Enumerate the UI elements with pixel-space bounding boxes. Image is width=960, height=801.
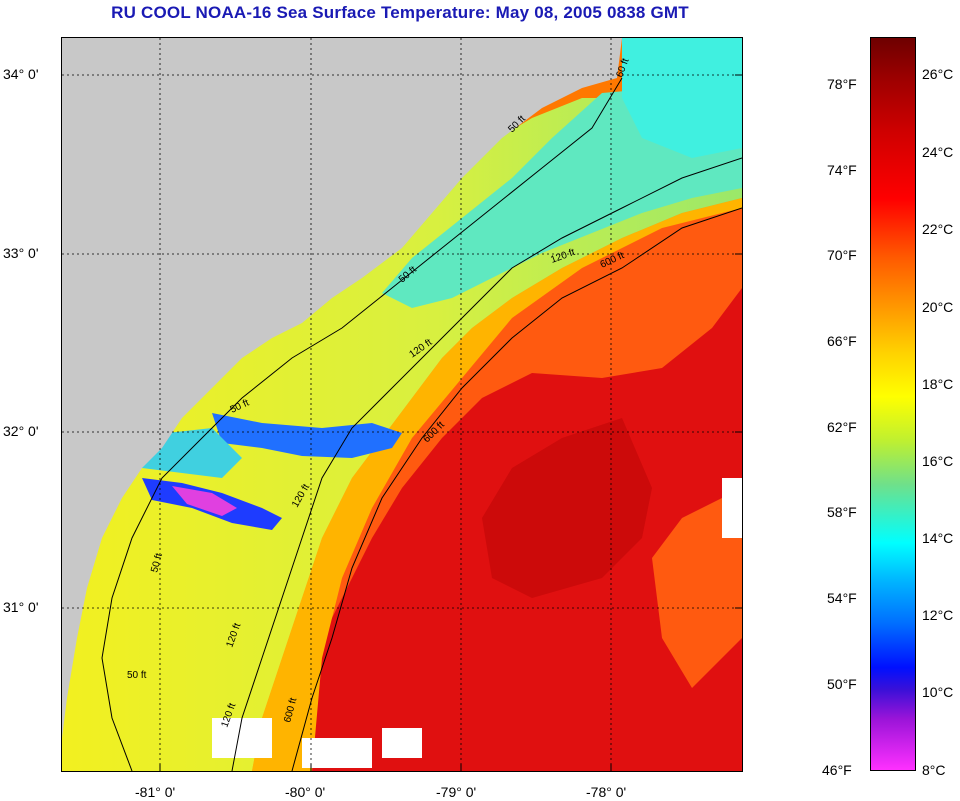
cool-plume-1 [212,413,402,458]
cb-c-10: 10°C [922,684,954,700]
svg-text:50 ft: 50 ft [149,552,165,574]
shelf-water [62,78,742,771]
lon-label-81: -81° 0' [135,784,176,800]
cb-c-14: 14°C [922,530,954,546]
svg-text:50 ft: 50 ft [127,670,147,681]
isobath-50 [101,77,623,771]
cb-f-50: 50°F [827,676,857,692]
cb-f-54: 54°F [827,590,857,606]
sst-map[interactable]: 60 ft 50 ft 50 ft 50 ft 50 ft 50 ft 120 … [61,37,743,772]
coastal-cool-north-2 [622,38,742,158]
lat-label-31: 31° 0' [3,599,39,615]
sst-map-canvas: 60 ft 50 ft 50 ft 50 ft 50 ft 50 ft 120 … [62,38,742,771]
transition-band [252,198,742,771]
cb-f-58: 58°F [827,504,857,520]
cb-f-74: 74°F [827,162,857,178]
cb-c-26: 26°C [922,66,954,82]
lat-label-33: 33° 0' [3,245,39,261]
lat-label-32: 32° 0' [3,423,39,439]
isobaths [101,77,742,771]
cb-f-78: 78°F [827,76,857,92]
gulf-stream-inner [482,418,652,598]
cb-c-8: 8°C [922,762,946,778]
lon-label-78: -78° 0' [586,784,627,800]
lat-label-34: 34° 0' [3,66,39,82]
cb-f-66: 66°F [827,333,857,349]
cb-c-12: 12°C [922,607,954,623]
cb-f-70: 70°F [827,247,857,263]
cb-f-46: 46°F [822,762,852,778]
cb-c-18: 18°C [922,376,954,392]
cloud-patches [212,478,742,768]
lon-label-79: -79° 0' [436,784,477,800]
cb-c-20: 20°C [922,299,954,315]
cb-c-24: 24°C [922,144,954,160]
cb-c-22: 22°C [922,221,954,237]
lon-label-80: -80° 0' [285,784,326,800]
land-mass [62,38,622,738]
map-title: RU COOL NOAA-16 Sea Surface Temperature:… [111,3,689,22]
cb-f-62: 62°F [827,419,857,435]
isobath-600 [291,207,742,771]
temperature-colorbar [870,37,916,771]
graticule [62,38,742,771]
axis-ticks [159,74,742,771]
cold-core [172,486,237,516]
isobath-120 [231,157,742,771]
cb-c-16: 16°C [922,453,954,469]
